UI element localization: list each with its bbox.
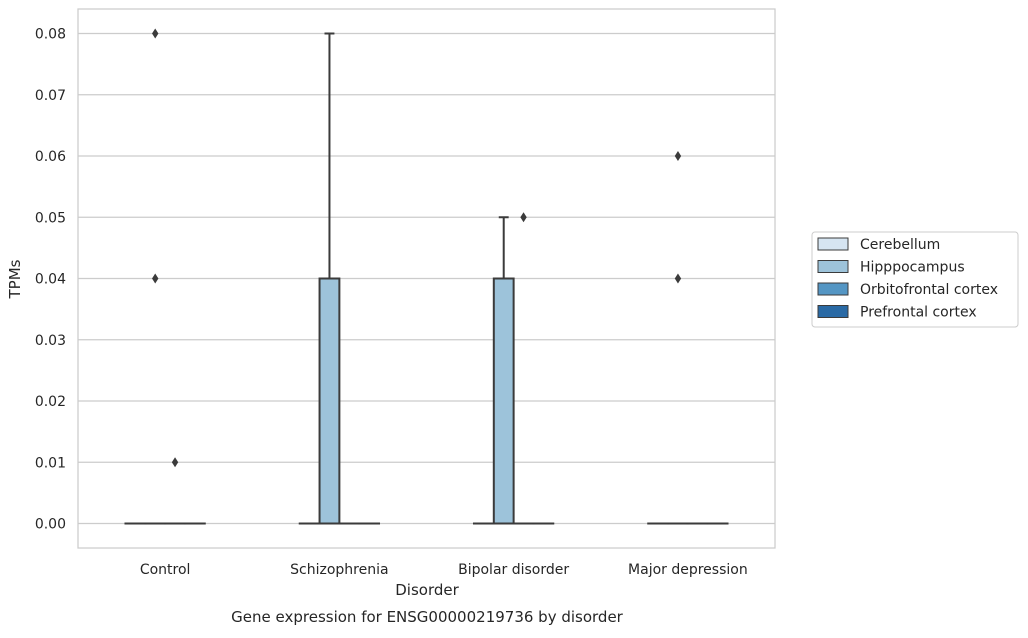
y-tick-label: 0.08 <box>35 27 66 43</box>
box-control-orbitofrontal-cortex <box>165 457 185 523</box>
box-bipolar-disorder-orbitofrontal-cortex <box>514 212 534 523</box>
outlier-point <box>520 212 526 222</box>
box-body <box>320 279 340 524</box>
x-tick-label: Schizophrenia <box>290 562 388 578</box>
outlier-point <box>152 274 158 284</box>
y-tick-label: 0.00 <box>35 517 66 533</box>
x-tick-label: Control <box>140 562 191 578</box>
outlier-point <box>675 274 681 284</box>
legend-swatch <box>818 306 848 318</box>
y-tick-label: 0.06 <box>35 149 66 165</box>
y-tick-label: 0.03 <box>35 333 66 349</box>
legend-swatch <box>818 261 848 273</box>
x-tick-label: Major depression <box>628 562 748 578</box>
legend-swatch <box>818 283 848 295</box>
y-tick-label: 0.05 <box>35 210 66 226</box>
legend-label: Cerebellum <box>860 237 940 253</box>
grid-layer <box>78 34 775 524</box>
outlier-point <box>675 151 681 161</box>
y-tick-labels: 0.00 0.01 0.02 0.03 0.04 0.05 0.06 0.07 0.08 <box>35 27 66 533</box>
x-tick-labels: Control Schizophrenia Bipolar disorder Majo… <box>140 562 748 578</box>
outlier-point <box>152 29 158 39</box>
box-body <box>494 279 514 524</box>
outlier-point <box>172 457 178 467</box>
legend: Cerebellum Hipppocampus Orbitofrontal cort… <box>812 232 1018 327</box>
x-axis-label: Disorder <box>395 581 459 599</box>
legend-label: Orbitofrontal cortex <box>860 282 998 298</box>
y-tick-label: 0.02 <box>35 394 66 410</box>
legend-label: Prefrontal cortex <box>860 305 977 321</box>
y-tick-label: 0.07 <box>35 88 66 104</box>
box-bipolar-disorder-hipppocampus <box>494 217 514 523</box>
legend-swatch <box>818 238 848 250</box>
chart-caption: Gene expression for ENSG00000219736 by d… <box>231 608 624 626</box>
box-major-depression-hipppocampus <box>668 151 688 524</box>
x-tick-label: Bipolar disorder <box>458 562 569 578</box>
y-axis-label: TPMs <box>6 259 24 299</box>
legend-label: Hipppocampus <box>860 260 965 276</box>
box-control-hipppocampus <box>145 29 165 524</box>
y-tick-label: 0.04 <box>35 272 66 288</box>
y-tick-label: 0.01 <box>35 455 66 471</box>
box-schizophrenia-hipppocampus <box>320 34 340 524</box>
marks-layer <box>125 29 727 524</box>
